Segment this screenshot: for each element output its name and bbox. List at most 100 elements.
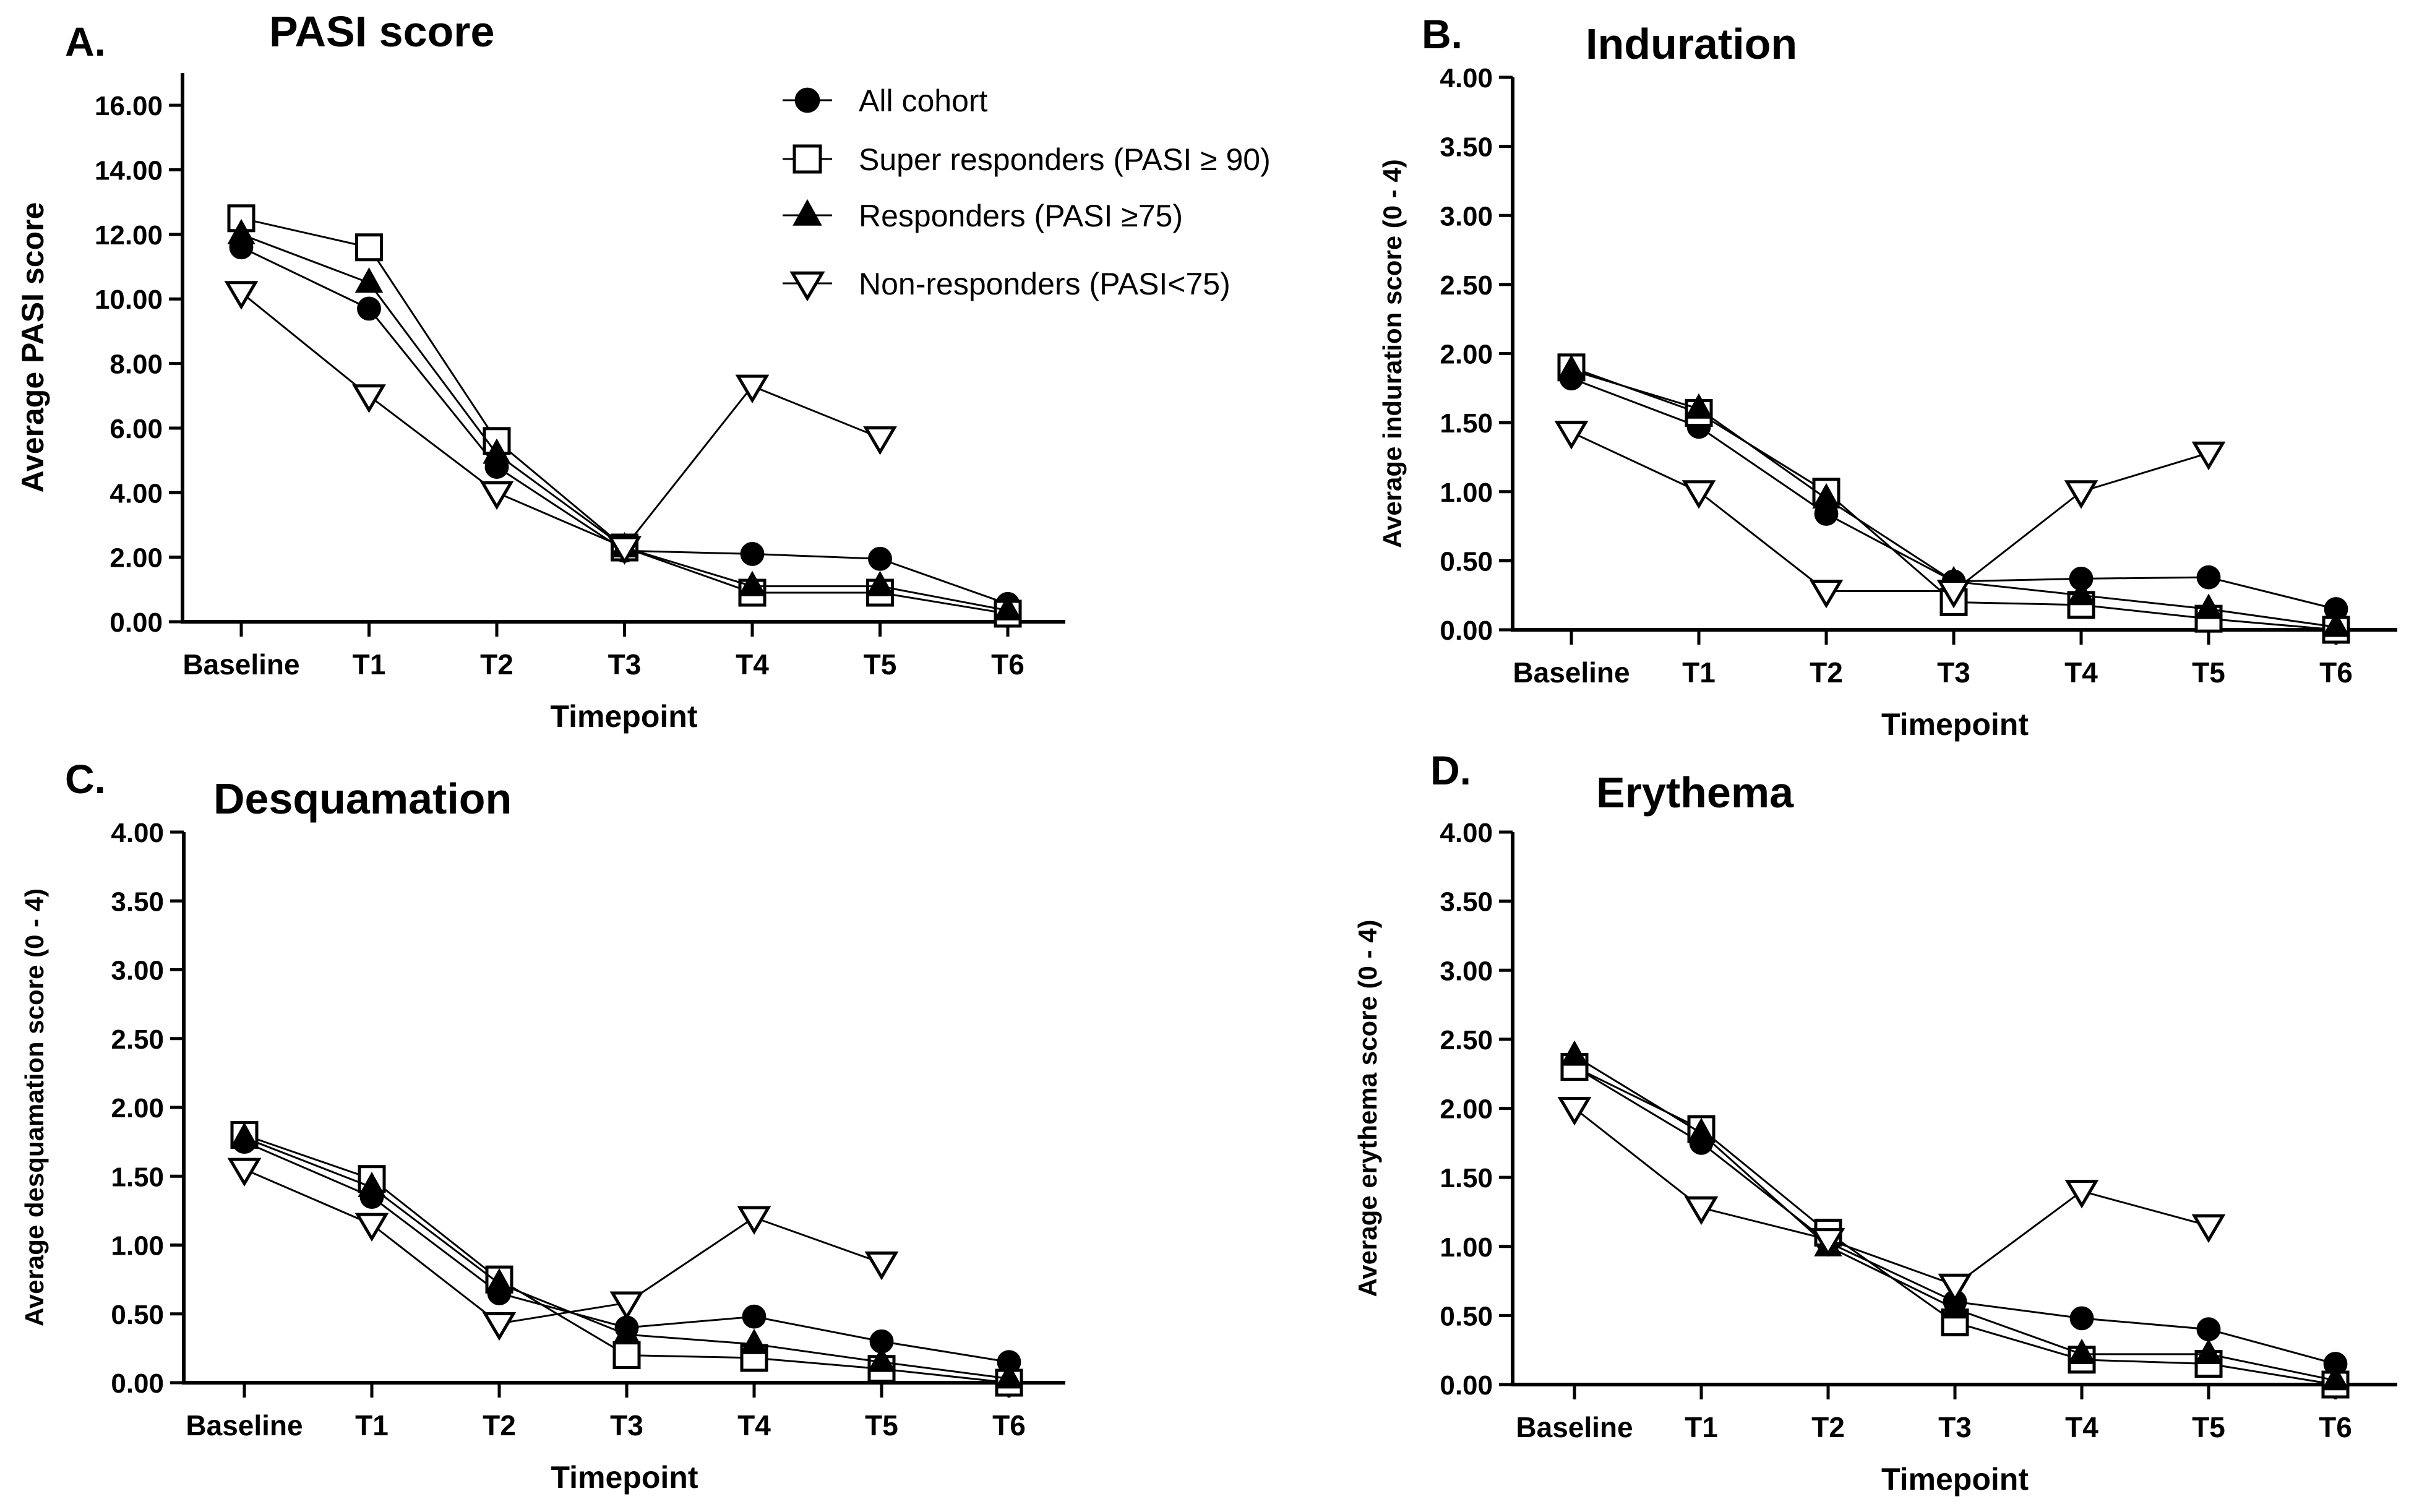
data-point — [1560, 1040, 1589, 1066]
x-tick-label: T6 — [992, 1409, 1026, 1441]
series-segment — [368, 246, 498, 442]
series-responders-pasi-75 — [227, 218, 1022, 621]
x-tick-label: Baseline — [1513, 656, 1630, 689]
data-point — [1557, 1097, 1592, 1126]
data-point — [482, 1312, 517, 1341]
series-segment — [1698, 491, 1827, 592]
y-tick-label: 0.50 — [111, 1300, 164, 1330]
y-tick-label: 14.00 — [95, 156, 163, 186]
series-segment — [1574, 1066, 1702, 1130]
x-tick-label: T5 — [864, 648, 897, 681]
series-segment — [2208, 1328, 2336, 1365]
legend: All cohort Super responders (PASI ≥ 90) Re… — [783, 84, 1271, 302]
panel-label: A. — [65, 19, 106, 64]
series-non-responders-pasi-75 — [1557, 1097, 2226, 1303]
data-point — [1812, 483, 1841, 509]
x-tick-label: Baseline — [183, 648, 299, 681]
series-segment — [2081, 1359, 2209, 1365]
x-tick-label: Baseline — [1516, 1411, 1633, 1443]
data-point — [1554, 421, 1589, 450]
series-super-responders-pasi-90 — [1560, 1053, 2350, 1399]
series-non-responders-pasi-75 — [224, 281, 897, 565]
series-super-responders-pasi-90 — [230, 1121, 1023, 1397]
legend-label: Responders (PASI ≥75) — [859, 199, 1183, 233]
y-tick-label: 1.00 — [1440, 1232, 1493, 1263]
series-segment — [752, 552, 880, 560]
data-point — [2196, 1317, 2221, 1342]
panel-label: B. — [1422, 11, 1463, 57]
y-axis-title: Average erythema score (0 - 4) — [1353, 919, 1382, 1297]
y-axis-title: Average desquamation score (0 - 4) — [20, 888, 49, 1326]
y-tick-label: 0.00 — [110, 608, 163, 638]
series-segment — [2081, 1317, 2209, 1331]
y-tick-label: 4.00 — [1440, 63, 1493, 93]
panel-title: Induration — [1586, 20, 1797, 68]
series-segment — [499, 1292, 627, 1329]
series-segment — [371, 1196, 500, 1294]
series-non-responders-pasi-75 — [1554, 421, 2226, 609]
data-point — [740, 1328, 768, 1354]
data-point — [863, 426, 897, 455]
x-tick-label: T2 — [1810, 656, 1843, 689]
data-point — [2191, 1214, 2226, 1244]
series-segment — [2208, 1363, 2336, 1386]
series-segment — [1954, 1300, 2082, 1320]
data-point — [608, 536, 642, 565]
series-segment — [368, 307, 498, 468]
data-point — [2194, 593, 2223, 619]
y-tick-label: 4.00 — [110, 478, 163, 509]
y-tick-label: 4.00 — [111, 818, 164, 848]
series-segment — [1828, 1239, 1956, 1286]
data-point — [2194, 1338, 2223, 1364]
data-point — [740, 542, 765, 566]
series-segment — [2208, 608, 2337, 629]
data-point — [355, 233, 383, 262]
y-tick-label: 12.00 — [95, 220, 163, 251]
series-segment — [1701, 1142, 1829, 1244]
data-point — [1941, 1293, 1969, 1319]
legend-item-non-responders-pasi-75: Non-responders (PASI<75) — [783, 267, 1231, 302]
series-segment — [880, 585, 1008, 612]
y-tick-label: 3.00 — [1440, 956, 1493, 986]
series-segment — [1698, 412, 1827, 493]
series-segment — [368, 282, 498, 455]
data-point — [224, 281, 259, 310]
series-responders-pasi-75 — [230, 1122, 1023, 1389]
panel-title: PASI score — [269, 7, 494, 56]
series-segment — [752, 385, 881, 439]
series-segment — [1574, 1066, 1702, 1144]
series-segment — [1828, 1241, 1956, 1303]
data-point — [868, 546, 892, 571]
series-segment — [241, 246, 370, 310]
series-segment — [1828, 1245, 1956, 1310]
data-point — [737, 1206, 771, 1235]
series-segment — [626, 1333, 755, 1346]
legend-circle-icon — [794, 87, 820, 113]
x-tick-label: T3 — [1938, 1411, 1972, 1443]
data-point — [1684, 1196, 1719, 1226]
series-segment — [626, 1354, 755, 1359]
data-point — [1936, 579, 1971, 609]
x-axis-title: Timepoint — [1881, 707, 2029, 742]
data-point — [866, 570, 895, 596]
series-segment — [1571, 377, 1699, 428]
y-tick-label: 8.00 — [110, 350, 163, 380]
x-tick-label: T4 — [2064, 656, 2098, 689]
series-segment — [881, 1368, 1010, 1384]
y-tick-label: 3.00 — [111, 956, 164, 986]
x-tick-label: T1 — [1685, 1411, 1718, 1443]
series-segment — [754, 1343, 882, 1364]
series-segment — [2208, 576, 2337, 610]
series-segment — [1953, 491, 2082, 592]
series-segment — [241, 233, 370, 284]
data-point — [1557, 354, 1586, 380]
y-tick-label: 0.50 — [1440, 546, 1493, 577]
series-segment — [1571, 369, 1699, 410]
x-tick-label: T6 — [2319, 656, 2353, 689]
series-segment — [2081, 576, 2209, 580]
series-segment — [881, 1340, 1010, 1364]
y-tick-label: 3.00 — [1440, 201, 1493, 231]
data-point — [735, 374, 770, 404]
series-segment — [754, 1216, 882, 1264]
